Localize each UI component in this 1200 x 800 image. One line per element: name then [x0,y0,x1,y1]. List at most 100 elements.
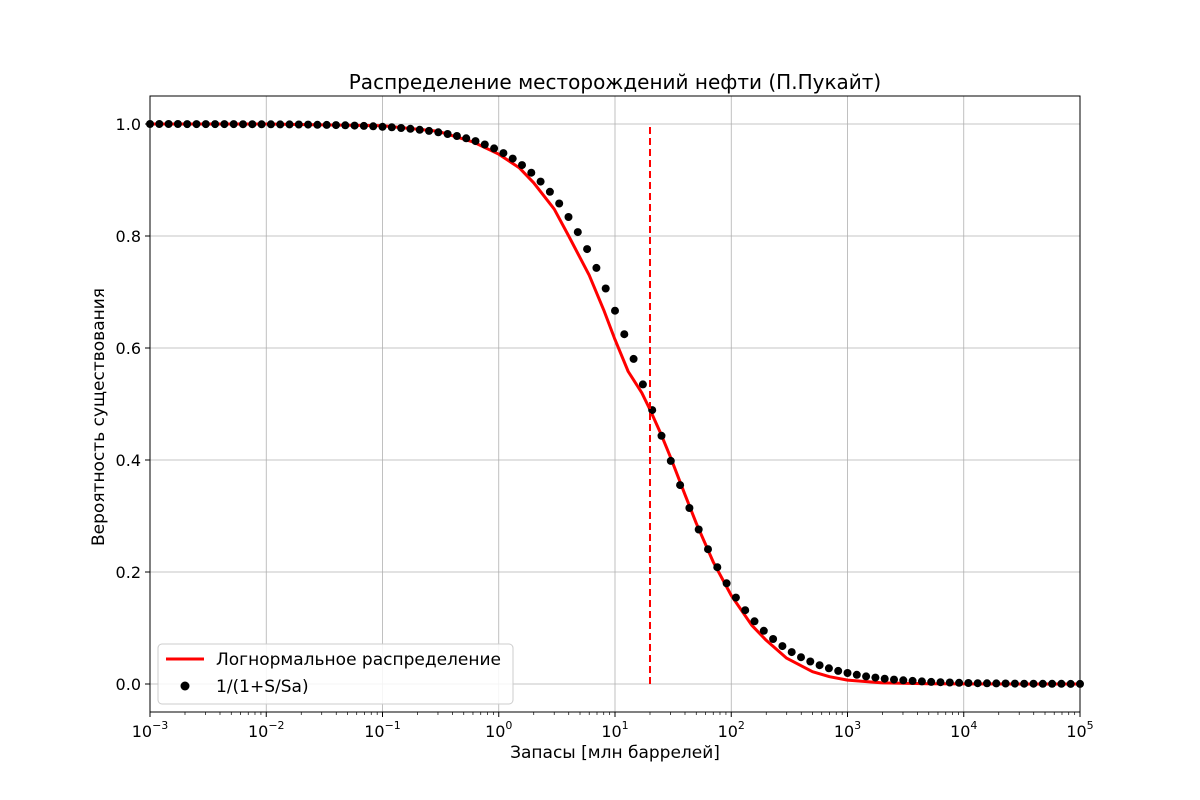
scatter-point [1076,679,1084,688]
scatter-point [527,168,536,177]
scatter-point [973,679,982,688]
scatter-point [248,120,257,129]
scatter-point [1057,679,1066,688]
scatter-point [490,144,499,153]
scatter-point [239,120,247,129]
scatter-point [629,354,638,363]
scatter-point [620,330,629,339]
scatter-point [499,149,508,158]
scatter-point [285,120,294,129]
scatter-point [350,121,359,130]
scatter-point [443,130,452,138]
scatter-point [434,128,443,137]
scatter-point [341,121,350,130]
scatter-point [731,593,740,602]
scatter-point [778,642,787,651]
scatter-point [397,124,406,132]
scatter-point [313,120,322,129]
y-tick-label: 0.6 [116,339,141,358]
scatter-point [359,121,368,130]
scatter-point [425,126,433,135]
scatter-point [592,263,601,272]
scatter-point [164,120,173,128]
scatter-point [815,661,824,670]
scatter-point [583,245,592,254]
scatter-point [1029,679,1038,688]
scatter-point [704,545,712,554]
scatter-point [322,120,331,129]
legend-marker-swatch [180,681,190,691]
scatter-point [657,431,666,440]
scatter-point [638,380,647,389]
scatter-point [992,679,1001,688]
scatter-point [452,132,461,140]
scatter-point [276,120,285,129]
y-tick-label: 0.8 [116,227,141,246]
y-axis-label: Вероятность существования [89,288,109,546]
scatter-point [852,670,861,679]
scatter-point [415,125,424,134]
scatter-point [927,677,936,686]
scatter-point [257,120,266,129]
scatter-point [806,657,815,666]
scatter-point [294,120,303,129]
scatter-point [1010,679,1019,688]
scatter-point [1038,679,1047,688]
scatter-point [555,199,564,208]
scatter-point [862,672,871,681]
y-tick-label: 1.0 [116,115,141,134]
scatter-point [1001,679,1010,688]
scatter-point [471,137,480,146]
scatter-point [545,187,554,196]
scatter-point [1020,679,1029,688]
scatter-point [750,617,759,626]
scatter-point [155,120,164,128]
scatter-point [964,679,973,687]
scatter-point [378,122,387,131]
legend-entry-lognormal: Логнормальное распределение [216,650,501,670]
scatter-point [945,678,954,687]
scatter-point [899,676,908,685]
scatter-point [713,563,722,572]
scatter-point [936,678,945,687]
scatter-point [797,653,805,662]
y-tick-label: 0.0 [116,675,141,694]
scatter-point [694,525,703,534]
scatter-point [787,648,796,657]
scatter-point [666,456,675,465]
scatter-point [369,122,378,131]
scatter-point [843,669,852,677]
y-tick-label: 0.4 [116,451,141,470]
scatter-point [601,284,610,293]
scatter-point [759,626,768,635]
scatter-point [183,120,192,129]
scatter-point [917,677,926,686]
scatter-point [229,120,238,129]
legend: Логнормальное распределение 1/(1+S/Sa) [157,643,514,705]
scatter-point [880,674,889,683]
ticks: 10−3 10−2 10−1 100 101 102 103 104 1050.00.20.40… [116,115,1094,741]
scatter-point [769,635,778,643]
scatter-point [480,140,489,149]
scatter-point [192,120,201,129]
scatter-point [332,121,340,130]
data-layer [146,120,1084,688]
scatter-point [508,154,517,163]
scatter-point [211,120,220,129]
scatter-point [722,579,731,588]
scatter-point [573,228,582,237]
scatter-point [406,124,415,133]
scatter-point [387,123,396,132]
scatter-point [834,666,843,675]
scatter-point [564,213,573,221]
y-tick-label: 0.2 [116,563,141,582]
legend-entry-hyperbolic: 1/(1+S/Sa) [216,677,309,697]
scatter-point [611,306,619,315]
scatter-point [462,134,471,143]
scatter-point [685,504,694,512]
scatter-point [266,120,275,129]
scatter-point [173,120,182,128]
scatter-point [536,177,545,186]
scatter-point [824,664,833,673]
